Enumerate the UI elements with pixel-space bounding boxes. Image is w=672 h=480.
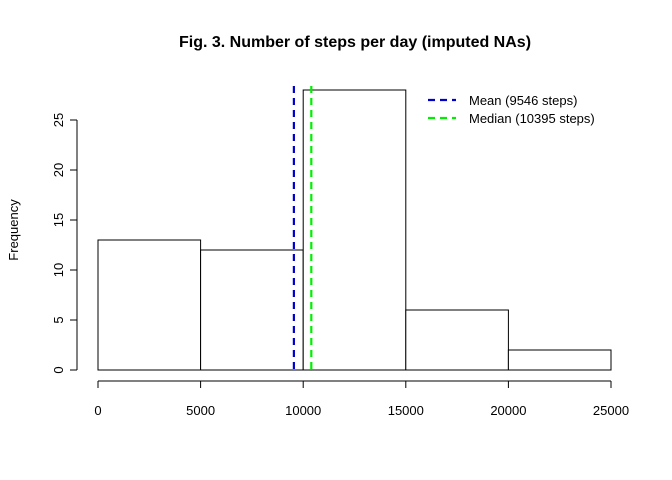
x-tick-label-5: 25000 — [593, 403, 629, 418]
histogram-bars — [97, 89, 612, 371]
y-tick-label-4: 20 — [51, 163, 66, 177]
x-tick-label-0: 0 — [94, 403, 101, 418]
histogram-bar-5 — [507, 349, 612, 371]
x-tick-label-2: 10000 — [285, 403, 321, 418]
x-axis: 0 5000 10000 15000 20000 25000 — [94, 380, 629, 418]
y-tick-label-0: 0 — [51, 366, 66, 373]
y-axis-title: Frequency — [6, 199, 21, 261]
histogram-bar-4 — [405, 309, 509, 371]
y-tick-label-1: 5 — [51, 316, 66, 323]
x-tick-label-1: 5000 — [186, 403, 215, 418]
histogram-bar-3 — [302, 89, 407, 371]
histogram-bar-1 — [97, 239, 202, 371]
y-tick-label-3: 15 — [51, 213, 66, 227]
chart-title: Fig. 3. Number of steps per day (imputed… — [179, 34, 531, 51]
x-tick-label-3: 15000 — [388, 403, 424, 418]
x-tick-label-4: 20000 — [490, 403, 526, 418]
y-axis: 0 5 10 15 20 25 — [51, 113, 78, 374]
histogram-bar-2 — [200, 249, 304, 371]
legend-label-1: Mean (9546 steps) — [469, 93, 577, 108]
y-tick-label-2: 10 — [51, 263, 66, 277]
y-tick-label-5: 25 — [51, 113, 66, 127]
legend: Mean (9546 steps) Median (10395 steps) — [428, 93, 595, 126]
legend-label-2: Median (10395 steps) — [469, 111, 595, 126]
